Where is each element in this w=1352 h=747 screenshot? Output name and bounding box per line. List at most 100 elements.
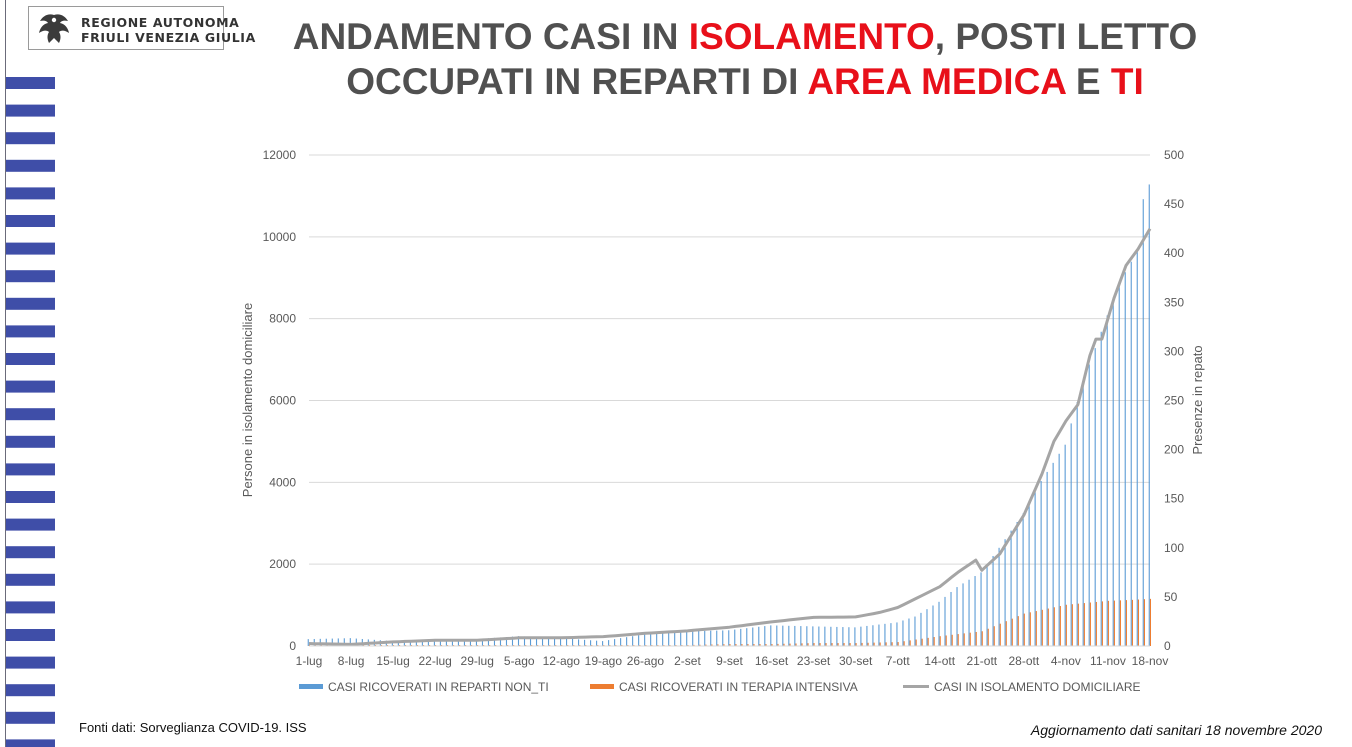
- bar-reparti: [980, 572, 982, 646]
- bar-terapia-intensiva: [855, 643, 857, 646]
- x-tick-label: 18-nov: [1132, 654, 1169, 668]
- stripe: [6, 601, 55, 614]
- y-right-tick-label: 400: [1164, 246, 1184, 260]
- bar-reparti: [770, 625, 772, 646]
- bar-terapia-intensiva: [795, 643, 797, 646]
- bar-reparti: [944, 596, 946, 646]
- bar-reparti: [1040, 481, 1042, 646]
- bar-reparti: [487, 638, 490, 646]
- bar-reparti: [307, 639, 309, 646]
- bar-terapia-intensiva: [705, 644, 707, 646]
- bar-terapia-intensiva: [897, 642, 899, 646]
- bar-reparti: [451, 639, 453, 646]
- bar-reparti: [914, 616, 916, 646]
- bar-terapia-intensiva: [783, 643, 785, 646]
- bar-reparti: [403, 640, 405, 646]
- x-tick-label: 12-ago: [543, 654, 581, 668]
- y-right-tick-label: 500: [1164, 148, 1184, 162]
- stripe: [6, 684, 55, 697]
- bar-terapia-intensiva: [957, 634, 959, 646]
- bar-terapia-intensiva: [711, 644, 713, 646]
- bar-reparti: [445, 639, 447, 646]
- y-right-tick-label: 300: [1164, 344, 1184, 358]
- bar-reparti: [968, 579, 970, 646]
- bar-terapia-intensiva: [951, 634, 953, 646]
- bar-reparti: [397, 640, 399, 646]
- x-tick-label: 7-ott: [886, 654, 911, 668]
- stripe: [6, 77, 55, 89]
- bar-reparti: [529, 636, 532, 646]
- bar-terapia-intensiva: [885, 642, 887, 646]
- bar-reparti: [1112, 299, 1114, 646]
- bar-reparti: [962, 583, 964, 646]
- bar-reparti: [956, 587, 958, 646]
- bar-reparti: [836, 626, 838, 646]
- x-tick-label: 15-lug: [376, 654, 409, 668]
- bar-terapia-intensiva: [741, 644, 743, 646]
- stripe: [6, 297, 55, 310]
- bar-reparti: [1124, 272, 1126, 646]
- x-tick-label: 19-ago: [585, 654, 623, 668]
- bar-terapia-intensiva: [969, 632, 971, 646]
- bar-reparti: [1130, 261, 1132, 646]
- update-note: Aggiornamento dati sanitari 18 novembre …: [1030, 722, 1322, 738]
- bar-terapia-intensiva: [1065, 604, 1067, 646]
- page-title: ANDAMENTO CASI IN ISOLAMENTO, POSTI LETT…: [240, 14, 1250, 104]
- stripe: [6, 104, 55, 117]
- bar-terapia-intensiva: [777, 643, 779, 646]
- bar-reparti: [734, 629, 736, 646]
- bar-reparti: [920, 612, 922, 646]
- bar-reparti: [433, 639, 435, 646]
- bar-terapia-intensiva: [987, 628, 989, 646]
- bar-reparti: [950, 591, 952, 646]
- stripe: [6, 353, 55, 365]
- bar-reparti: [560, 638, 562, 646]
- bar-reparti: [620, 638, 622, 646]
- bar-reparti: [1100, 331, 1102, 646]
- bar-reparti: [349, 638, 351, 646]
- x-tick-label: 8-lug: [338, 654, 365, 668]
- bar-reparti: [866, 625, 868, 646]
- region-logo: REGIONE AUTONOMA FRIULI VENEZIA GIULIA: [28, 6, 255, 50]
- bar-terapia-intensiva: [1017, 616, 1019, 646]
- legend-label: CASI RICOVERATI IN REPARTI NON_TI: [328, 680, 549, 694]
- bar-reparti: [475, 639, 477, 646]
- bar-terapia-intensiva: [843, 643, 845, 646]
- bar-terapia-intensiva: [891, 642, 893, 646]
- bar-reparti: [842, 627, 844, 646]
- bar-reparti: [626, 637, 628, 646]
- bar-terapia-intensiva: [699, 644, 701, 646]
- x-tick-label: 29-lug: [461, 654, 494, 668]
- bar-reparti: [337, 638, 339, 646]
- bar-reparti: [740, 628, 742, 646]
- stripe: [6, 739, 55, 747]
- bar-terapia-intensiva: [1059, 606, 1061, 646]
- bar-terapia-intensiva: [1041, 609, 1043, 646]
- bar-reparti: [758, 626, 760, 646]
- legend-label: CASI IN ISOLAMENTO DOMICILIARE: [934, 680, 1140, 694]
- y-left-tick-label: 8000: [269, 312, 296, 326]
- y-right-tick-label: 100: [1164, 541, 1184, 555]
- bar-reparti: [746, 628, 748, 646]
- bar-terapia-intensiva: [861, 642, 863, 646]
- bar-reparti: [409, 640, 411, 646]
- bar-reparti: [602, 641, 604, 646]
- bar-reparti: [541, 637, 544, 646]
- bar-terapia-intensiva: [1119, 600, 1121, 646]
- bar-reparti: [890, 623, 892, 646]
- bar-reparti: [1028, 502, 1030, 646]
- x-tick-label: 1-lug: [296, 654, 323, 668]
- bar-terapia-intensiva: [963, 633, 965, 646]
- stripe: [6, 380, 55, 393]
- bar-terapia-intensiva: [879, 642, 881, 646]
- bar-terapia-intensiva: [1035, 611, 1037, 646]
- bar-terapia-intensiva: [1077, 603, 1079, 646]
- bar-reparti: [680, 631, 682, 646]
- bar-reparti: [584, 639, 586, 646]
- bar-terapia-intensiva: [1137, 599, 1139, 646]
- y-left-axis-title: Persone in isolamento domiciliare: [240, 303, 255, 497]
- bar-reparti: [830, 626, 832, 646]
- bar-terapia-intensiva: [735, 644, 737, 646]
- bar-terapia-intensiva: [723, 644, 725, 646]
